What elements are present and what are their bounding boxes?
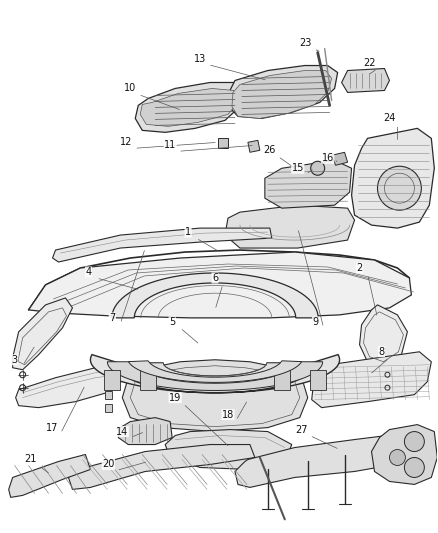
Polygon shape <box>112 273 318 318</box>
Polygon shape <box>265 160 352 208</box>
Text: 3: 3 <box>11 355 18 365</box>
Polygon shape <box>218 139 228 148</box>
Circle shape <box>404 457 424 478</box>
Text: 14: 14 <box>116 426 128 437</box>
Text: 22: 22 <box>363 58 376 68</box>
Text: 11: 11 <box>164 140 176 150</box>
Polygon shape <box>140 88 238 126</box>
Text: 13: 13 <box>194 53 206 63</box>
Circle shape <box>389 449 406 465</box>
Text: 2: 2 <box>357 263 363 273</box>
Polygon shape <box>140 370 156 390</box>
Text: 10: 10 <box>124 84 136 93</box>
Polygon shape <box>165 430 292 470</box>
Polygon shape <box>228 66 338 118</box>
Polygon shape <box>342 69 389 92</box>
Polygon shape <box>147 363 283 381</box>
Polygon shape <box>106 376 112 384</box>
Polygon shape <box>53 228 272 262</box>
Text: 24: 24 <box>383 114 396 123</box>
Polygon shape <box>360 305 407 368</box>
Polygon shape <box>310 370 326 390</box>
Polygon shape <box>235 434 410 487</box>
Polygon shape <box>135 83 242 132</box>
Circle shape <box>311 161 325 175</box>
Polygon shape <box>106 403 112 411</box>
Text: 23: 23 <box>300 38 312 47</box>
Text: 27: 27 <box>296 425 308 434</box>
Polygon shape <box>332 152 348 165</box>
Polygon shape <box>232 70 332 118</box>
Text: 16: 16 <box>321 154 334 163</box>
Text: 1: 1 <box>185 227 191 237</box>
Text: 9: 9 <box>313 317 319 327</box>
Polygon shape <box>13 298 72 370</box>
Polygon shape <box>16 365 125 408</box>
Polygon shape <box>106 391 112 399</box>
Text: 8: 8 <box>378 347 385 357</box>
Polygon shape <box>128 361 302 382</box>
Text: 19: 19 <box>169 393 181 402</box>
Polygon shape <box>90 354 339 393</box>
Text: 18: 18 <box>222 410 234 419</box>
Polygon shape <box>352 128 434 228</box>
Text: 20: 20 <box>102 459 115 470</box>
Polygon shape <box>371 425 437 484</box>
Polygon shape <box>248 140 260 152</box>
Polygon shape <box>9 455 90 497</box>
Text: 15: 15 <box>292 163 304 173</box>
Polygon shape <box>118 417 172 445</box>
Text: 12: 12 <box>120 138 132 147</box>
Polygon shape <box>225 205 355 248</box>
Polygon shape <box>122 360 308 432</box>
Polygon shape <box>68 445 255 489</box>
Circle shape <box>404 432 424 451</box>
Text: 4: 4 <box>85 267 92 277</box>
Circle shape <box>378 166 421 210</box>
Polygon shape <box>104 370 120 390</box>
Text: 17: 17 <box>46 423 59 433</box>
Polygon shape <box>107 362 323 391</box>
Text: 7: 7 <box>109 313 116 323</box>
Text: 21: 21 <box>25 455 37 464</box>
Polygon shape <box>312 352 431 408</box>
Text: 6: 6 <box>212 273 218 283</box>
Text: 26: 26 <box>264 146 276 155</box>
Text: 5: 5 <box>169 317 175 327</box>
Polygon shape <box>274 370 290 390</box>
Polygon shape <box>28 252 411 318</box>
